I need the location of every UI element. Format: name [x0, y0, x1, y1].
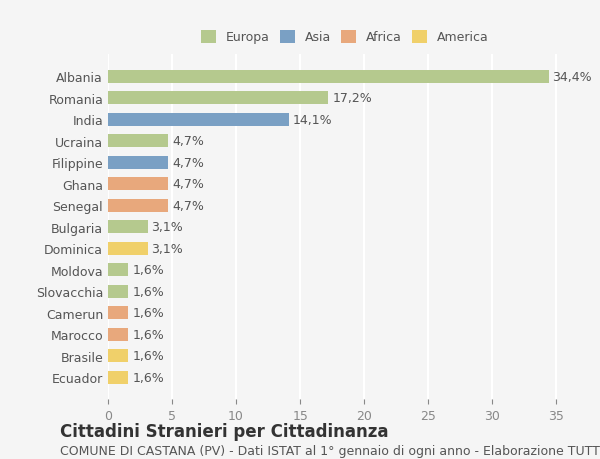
Text: 1,6%: 1,6% [133, 349, 164, 362]
Text: Cittadini Stranieri per Cittadinanza: Cittadini Stranieri per Cittadinanza [60, 422, 389, 440]
Bar [108, 92, 328, 105]
Bar [108, 157, 168, 169]
Text: 4,7%: 4,7% [172, 178, 204, 191]
Text: 14,1%: 14,1% [292, 113, 332, 127]
Bar [108, 307, 128, 319]
Text: 4,7%: 4,7% [172, 157, 204, 169]
Legend: Europa, Asia, Africa, America: Europa, Asia, Africa, America [197, 27, 493, 48]
Text: 3,1%: 3,1% [152, 242, 184, 255]
Bar [108, 113, 289, 127]
Bar [108, 135, 168, 148]
Bar [108, 349, 128, 362]
Text: 4,7%: 4,7% [172, 199, 204, 212]
Bar [108, 285, 128, 298]
Bar [108, 328, 128, 341]
Bar [108, 199, 168, 212]
Text: 3,1%: 3,1% [152, 221, 184, 234]
Text: 1,6%: 1,6% [133, 371, 164, 384]
Bar [108, 242, 148, 255]
Text: COMUNE DI CASTANA (PV) - Dati ISTAT al 1° gennaio di ogni anno - Elaborazione TU: COMUNE DI CASTANA (PV) - Dati ISTAT al 1… [60, 444, 600, 458]
Text: 1,6%: 1,6% [133, 307, 164, 319]
Text: 4,7%: 4,7% [172, 135, 204, 148]
Text: 17,2%: 17,2% [332, 92, 372, 105]
Text: 1,6%: 1,6% [133, 285, 164, 298]
Bar [108, 371, 128, 384]
Bar [108, 71, 548, 84]
Bar [108, 263, 128, 276]
Text: 34,4%: 34,4% [553, 71, 592, 84]
Text: 1,6%: 1,6% [133, 263, 164, 277]
Bar [108, 221, 148, 234]
Text: 1,6%: 1,6% [133, 328, 164, 341]
Bar [108, 178, 168, 191]
